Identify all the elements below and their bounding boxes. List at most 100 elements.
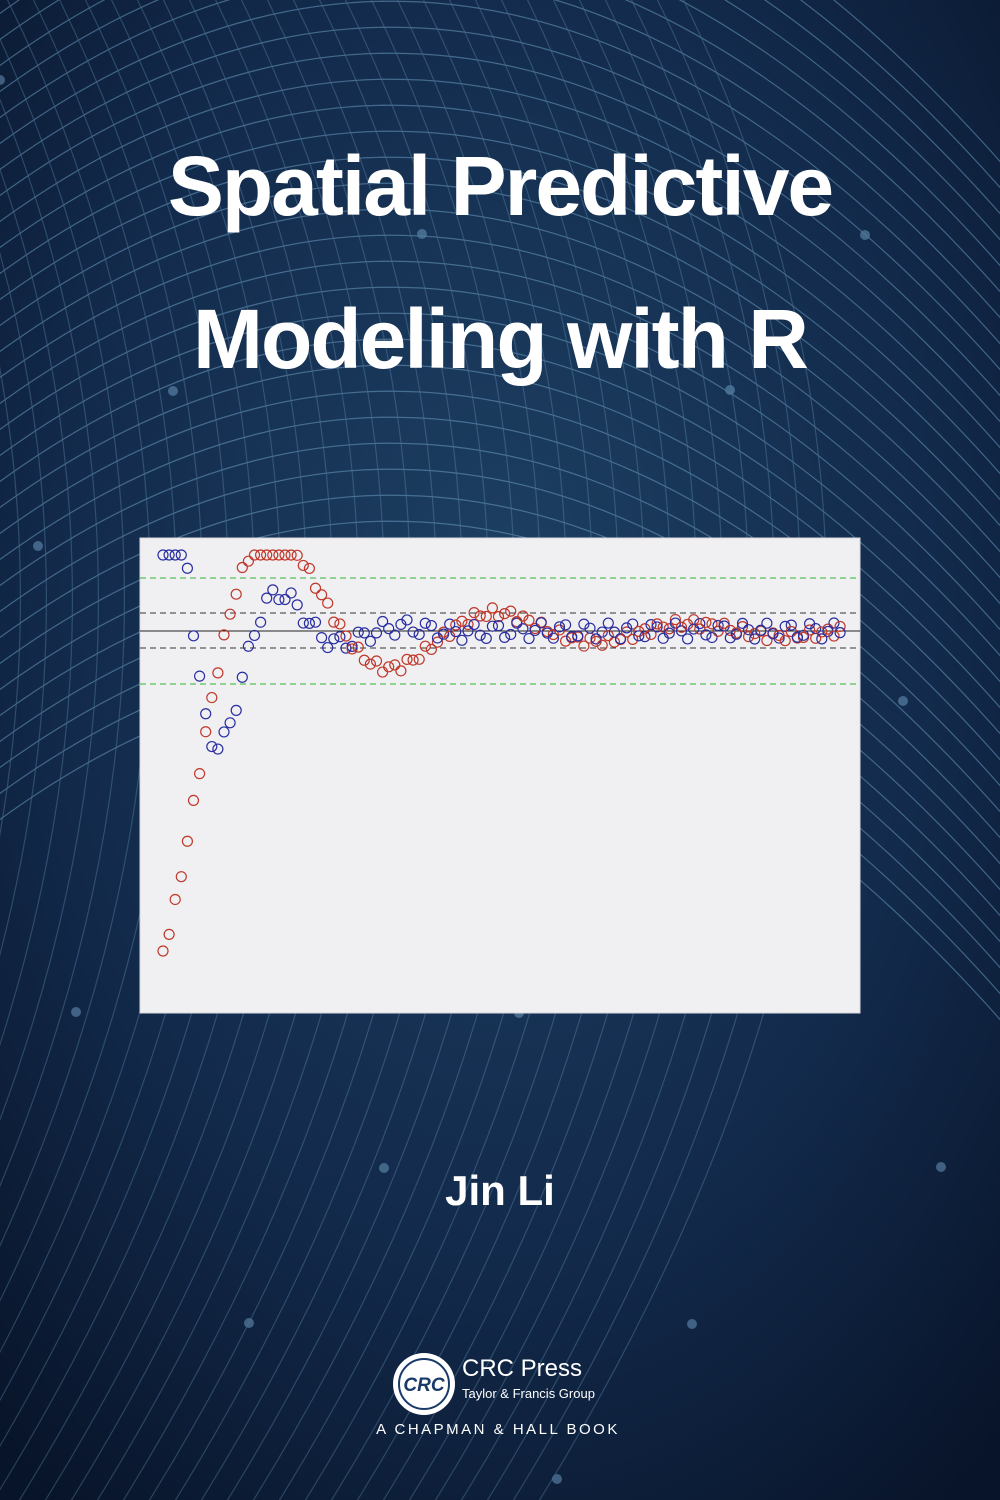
plot-point: [517, 610, 529, 622]
plot-point: [535, 617, 547, 629]
plot-point: [346, 643, 358, 655]
plot-point: [328, 633, 340, 645]
plot-point: [431, 632, 444, 644]
plot-point: [742, 624, 755, 636]
plot-point: [596, 639, 608, 651]
mesh-curve: [0, 0, 1000, 215]
plot-point: [834, 620, 846, 633]
plot-point: [206, 740, 218, 753]
plot-point: [157, 945, 169, 957]
plot-point: [492, 611, 505, 623]
plot-point: [816, 633, 828, 645]
plot-point: [200, 708, 212, 720]
plot-point: [755, 624, 767, 636]
plot-point: [694, 617, 706, 630]
plot-point: [627, 633, 639, 645]
plot-point: [492, 620, 505, 632]
plot-point: [297, 559, 309, 572]
plot-point: [517, 623, 529, 635]
plot-point: [261, 549, 273, 561]
mesh-node: [244, 1318, 254, 1328]
plot-point: [828, 630, 840, 642]
plot-point: [706, 631, 718, 644]
mesh-curve: [0, 390, 1000, 735]
plot-point: [273, 549, 285, 561]
plot-point: [309, 616, 322, 628]
mesh-curve: [0, 312, 1000, 657]
plot-point: [578, 640, 590, 652]
mesh-curve: [0, 182, 1000, 527]
publisher-name: CRC Press: [462, 1355, 582, 1382]
plot-point: [261, 592, 273, 604]
plot-point: [651, 621, 663, 633]
mesh-curve: [832, 0, 1000, 163]
plot-point: [791, 631, 804, 643]
plot-point: [163, 549, 175, 561]
plot-point: [572, 630, 584, 642]
plot-point: [657, 621, 669, 633]
mesh-node: [417, 229, 427, 239]
plot-point: [200, 726, 212, 738]
plot-point: [450, 625, 462, 638]
plot-point: [828, 617, 840, 629]
plot-point: [212, 743, 224, 755]
plot-point: [316, 632, 328, 644]
plot-point: [285, 549, 297, 561]
plot-point: [383, 661, 395, 673]
plot-point: [688, 614, 700, 626]
plot-point: [669, 613, 682, 626]
plot-point: [291, 549, 303, 561]
plot-point: [816, 626, 828, 638]
logo-circle: [393, 1353, 455, 1415]
plot-point: [340, 642, 352, 654]
plot-point: [157, 549, 169, 561]
plot-point: [236, 671, 248, 683]
plot-point: [669, 617, 682, 629]
plot-point: [499, 608, 511, 620]
mesh-curve: [0, 167, 74, 1047]
plot-point: [505, 605, 517, 617]
plot-point: [785, 625, 797, 638]
mesh-node: [936, 1162, 946, 1172]
plot-point: [505, 628, 517, 641]
plot-point: [413, 628, 425, 641]
plot-point: [267, 549, 279, 561]
mesh-node: [379, 1163, 389, 1173]
plot-point: [267, 584, 279, 596]
plot-point: [279, 549, 291, 561]
plot-point: [675, 621, 688, 633]
plot-point: [480, 610, 492, 623]
plot-point: [761, 634, 773, 647]
mesh-curve: [0, 468, 1000, 813]
mesh-curve: [0, 208, 1000, 553]
plot-point: [230, 588, 242, 600]
plot-point: [242, 555, 254, 567]
plot-point: [291, 599, 303, 611]
plot-point: [383, 623, 395, 635]
plot-point: [602, 630, 614, 642]
plot-point: [749, 628, 761, 640]
plot-point: [364, 635, 376, 647]
mesh-curve: [0, 520, 1000, 865]
plot-point: [627, 618, 639, 630]
mesh-curve: [0, 78, 1000, 423]
plot-point: [559, 619, 572, 631]
mesh-curve: [0, 234, 1000, 579]
plot-point: [456, 634, 468, 646]
mesh-node: [71, 1007, 81, 1017]
plot-point: [358, 627, 370, 639]
plot-point: [236, 561, 248, 574]
mesh-curve: [0, 0, 1000, 241]
mesh-node: [898, 696, 908, 706]
plot-point: [700, 629, 712, 641]
plot-point: [675, 625, 688, 637]
plot-point: [620, 622, 633, 634]
mesh-curve: [0, 0, 1000, 345]
author: Jin Li: [445, 1167, 555, 1214]
plot-point: [346, 640, 358, 652]
plot-point: [724, 624, 736, 636]
plot-point: [438, 628, 450, 640]
plot-point: [242, 640, 254, 652]
plot-point: [511, 617, 523, 629]
